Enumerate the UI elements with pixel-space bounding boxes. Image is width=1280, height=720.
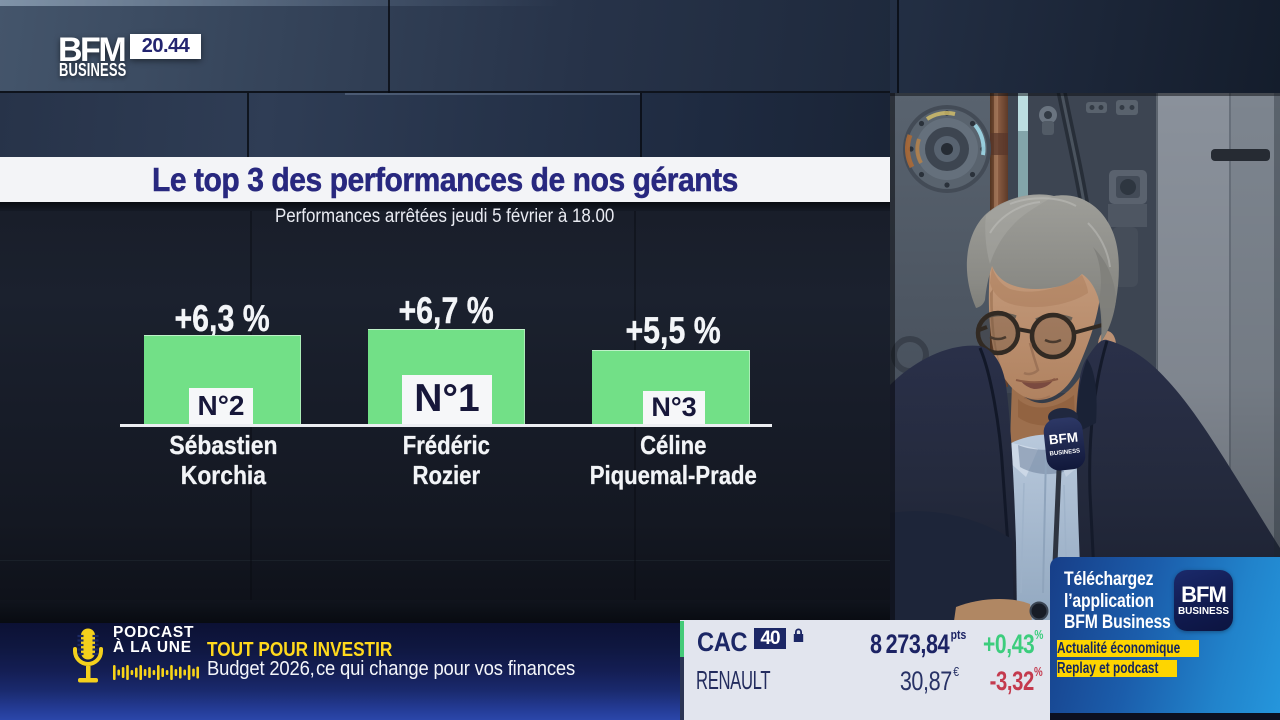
svg-text:BUSINESS: BUSINESS <box>1049 448 1080 457</box>
svg-text:BFM: BFM <box>1048 430 1079 448</box>
